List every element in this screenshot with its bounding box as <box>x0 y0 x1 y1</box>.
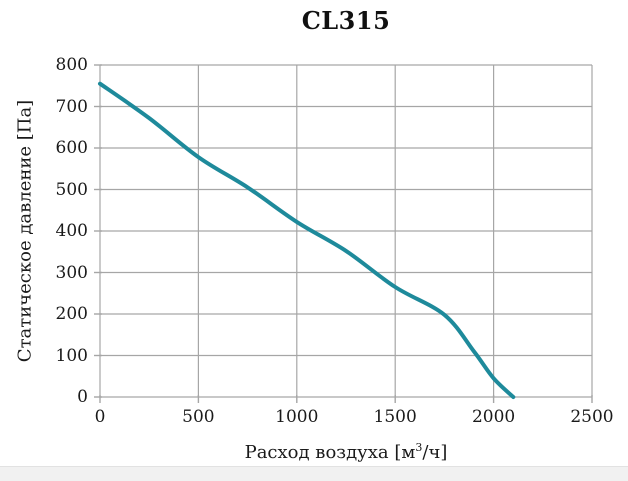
y-tick-label: 0 <box>77 387 88 407</box>
x-tick-label: 2500 <box>570 407 614 427</box>
x-axis-title: Расход воздуха [м3/ч] <box>100 441 592 463</box>
bottom-band <box>0 466 628 481</box>
y-tick-label: 300 <box>55 262 88 283</box>
y-tick-label: 700 <box>55 96 88 117</box>
y-tick-label: 500 <box>55 179 88 200</box>
y-tick-label: 400 <box>55 221 88 241</box>
x-axis-title-text: Расход воздуха [м <box>244 442 416 463</box>
axis-ticks <box>94 64 593 403</box>
x-axis-title-unit: /ч] <box>422 442 448 463</box>
x-tick-label: 500 <box>182 407 215 427</box>
x-tick-label: 1000 <box>275 407 319 427</box>
gridlines <box>99 64 593 398</box>
x-tick-label: 1500 <box>373 407 417 427</box>
x-tick-label: 0 <box>94 407 106 427</box>
chart-title: CL315 <box>301 6 391 35</box>
x-axis-title-superscript: 3 <box>415 441 423 454</box>
y-tick-label: 200 <box>55 304 88 324</box>
x-tick-label: 2000 <box>471 407 516 427</box>
y-tick-label: 100 <box>55 345 88 366</box>
y-tick-label: 600 <box>55 138 88 158</box>
fan-curve-series <box>98 81 516 399</box>
y-tick-label: 800 <box>55 55 88 75</box>
